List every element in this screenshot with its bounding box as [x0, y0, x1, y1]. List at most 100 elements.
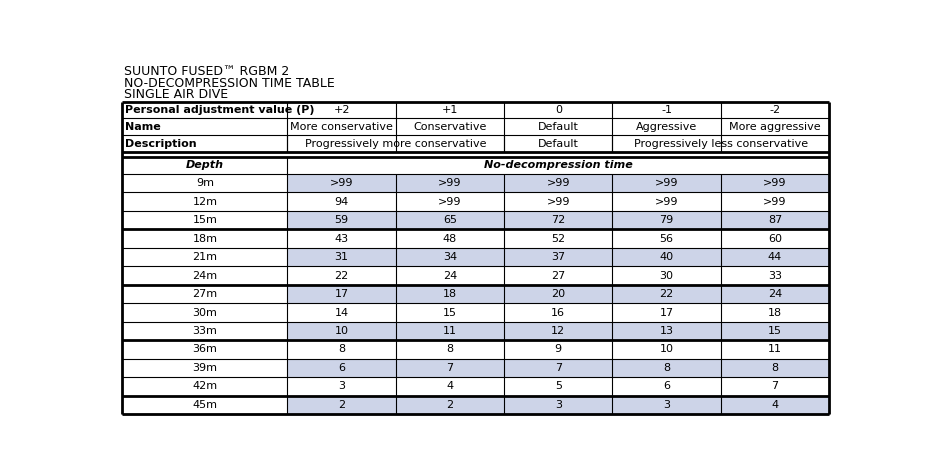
Bar: [504, 229, 612, 248]
Bar: [122, 174, 287, 192]
Bar: [122, 211, 287, 229]
Bar: [395, 340, 504, 359]
Text: More aggressive: More aggressive: [728, 122, 820, 132]
Bar: [395, 266, 504, 285]
Bar: [612, 266, 720, 285]
Bar: [504, 248, 612, 266]
Bar: [504, 322, 612, 340]
Text: Progressively more conservative: Progressively more conservative: [304, 139, 486, 149]
Bar: [612, 174, 720, 192]
Text: 8: 8: [663, 363, 669, 373]
Bar: [287, 322, 395, 340]
Text: 94: 94: [334, 197, 348, 207]
Text: Personal adjustment value (P): Personal adjustment value (P): [125, 105, 315, 115]
Bar: [720, 229, 828, 248]
Text: No-decompression time: No-decompression time: [483, 160, 632, 171]
Text: 6: 6: [663, 381, 669, 391]
Bar: [287, 211, 395, 229]
Text: 59: 59: [334, 215, 348, 225]
Text: 18m: 18m: [192, 234, 217, 243]
Text: Default: Default: [537, 122, 578, 132]
Text: 8: 8: [446, 344, 453, 355]
Bar: [720, 174, 828, 192]
Text: 17: 17: [659, 307, 673, 318]
Text: >99: >99: [438, 197, 461, 207]
Text: -2: -2: [768, 105, 780, 115]
Text: -1: -1: [661, 105, 671, 115]
Text: SUUNTO FUSED™ RGBM 2: SUUNTO FUSED™ RGBM 2: [123, 65, 289, 78]
Bar: [612, 285, 720, 303]
Text: 48: 48: [443, 234, 457, 243]
Bar: [504, 359, 612, 377]
Text: 79: 79: [659, 215, 673, 225]
Bar: [395, 377, 504, 396]
Text: >99: >99: [329, 178, 353, 188]
Bar: [122, 229, 287, 248]
Bar: [720, 248, 828, 266]
Text: 33m: 33m: [192, 326, 217, 336]
Bar: [612, 359, 720, 377]
Text: 36m: 36m: [192, 344, 217, 355]
Text: 44: 44: [767, 252, 781, 262]
Bar: [720, 377, 828, 396]
Bar: [395, 285, 504, 303]
Text: Depth: Depth: [186, 160, 224, 171]
Bar: [395, 303, 504, 322]
Text: +2: +2: [333, 105, 350, 115]
Text: 52: 52: [550, 234, 565, 243]
Bar: [122, 136, 828, 152]
Text: 12: 12: [550, 326, 565, 336]
Bar: [395, 248, 504, 266]
Bar: [395, 192, 504, 211]
Text: 7: 7: [446, 363, 453, 373]
Bar: [122, 248, 287, 266]
Bar: [504, 303, 612, 322]
Bar: [504, 285, 612, 303]
Text: >99: >99: [763, 197, 786, 207]
Text: 33: 33: [767, 271, 781, 281]
Bar: [720, 359, 828, 377]
Text: 10: 10: [659, 344, 673, 355]
Text: 18: 18: [767, 307, 781, 318]
Text: 2: 2: [446, 400, 453, 410]
Text: 11: 11: [767, 344, 781, 355]
Bar: [395, 396, 504, 414]
Bar: [287, 340, 395, 359]
Bar: [395, 322, 504, 340]
Text: 13: 13: [659, 326, 673, 336]
Text: 7: 7: [770, 381, 778, 391]
Text: 15: 15: [443, 307, 457, 318]
Bar: [122, 303, 287, 322]
Text: 18: 18: [443, 289, 457, 299]
Bar: [122, 322, 287, 340]
Bar: [122, 101, 828, 118]
Bar: [395, 211, 504, 229]
Text: 39m: 39m: [192, 363, 217, 373]
Text: 7: 7: [554, 363, 561, 373]
Bar: [122, 157, 828, 174]
Bar: [612, 229, 720, 248]
Text: 30m: 30m: [192, 307, 217, 318]
Bar: [122, 152, 828, 157]
Bar: [612, 303, 720, 322]
Text: 87: 87: [767, 215, 781, 225]
Text: 30: 30: [659, 271, 673, 281]
Text: 17: 17: [334, 289, 348, 299]
Bar: [287, 359, 395, 377]
Text: Description: Description: [125, 139, 197, 149]
Text: 8: 8: [338, 344, 345, 355]
Text: 22: 22: [334, 271, 348, 281]
Text: 10: 10: [334, 326, 348, 336]
Bar: [504, 396, 612, 414]
Text: NO-DECOMPRESSION TIME TABLE: NO-DECOMPRESSION TIME TABLE: [123, 77, 334, 90]
Text: 42m: 42m: [192, 381, 217, 391]
Text: 11: 11: [443, 326, 457, 336]
Bar: [122, 340, 287, 359]
Bar: [287, 192, 395, 211]
Text: 37: 37: [550, 252, 565, 262]
Bar: [122, 266, 287, 285]
Bar: [122, 285, 287, 303]
Bar: [612, 322, 720, 340]
Text: >99: >99: [546, 197, 570, 207]
Bar: [395, 359, 504, 377]
